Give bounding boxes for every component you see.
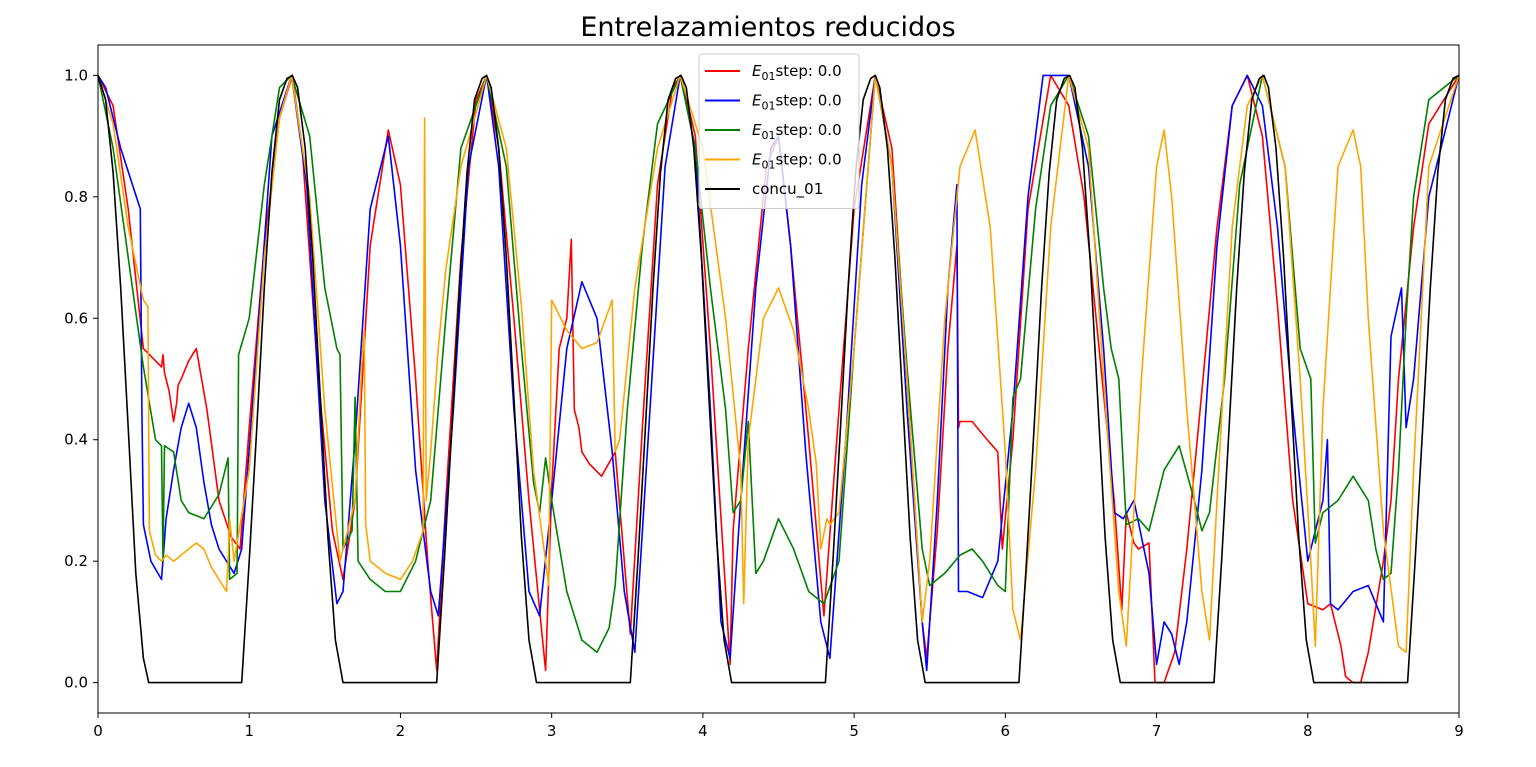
series-line-5 (97, 74, 1460, 684)
y-tick-label: 0.8 (64, 188, 88, 206)
legend-label: E01step: 0.0 (752, 151, 842, 172)
x-tick-label: 1 (244, 722, 254, 740)
x-tick-label: 5 (849, 722, 859, 740)
x-tick-label: 2 (396, 722, 406, 740)
y-tick-label: 0.2 (64, 552, 88, 570)
series-line-3 (97, 74, 1460, 654)
x-tick-label: 7 (1152, 722, 1162, 740)
x-tick-label: 8 (1303, 722, 1313, 740)
axis-layer: 0 1 2 3 4 5 6 7 8 9 0.0 0.2 0.4 0.6 0.8 1.0 (64, 66, 1464, 740)
x-tick-label: 9 (1454, 722, 1464, 740)
x-tick-label: 3 (547, 722, 557, 740)
x-tick-label: 4 (698, 722, 708, 740)
x-tick-label: 6 (1001, 722, 1011, 740)
chart-title: Entrelazamientos reducidos (580, 12, 955, 43)
series-line-4 (97, 74, 1460, 654)
legend-label: E01step: 0.0 (752, 92, 842, 113)
legend-box (698, 53, 860, 209)
legend-label: E01step: 0.0 (752, 121, 842, 142)
x-tick-label: 0 (93, 722, 103, 740)
legend: E01step: 0.0 E01step: 0.0 E01step: 0.0 E01s… (698, 53, 860, 209)
plot-frame (97, 44, 1460, 714)
y-tick-label: 0.4 (64, 431, 88, 449)
y-tick-label: 1.0 (64, 66, 88, 84)
legend-label: concu_01 (752, 180, 823, 199)
legend-label: E01step: 0.0 (752, 62, 842, 83)
y-tick-label: 0.0 (64, 674, 88, 692)
series-layer (97, 74, 1460, 684)
y-tick-label: 0.6 (64, 309, 88, 327)
